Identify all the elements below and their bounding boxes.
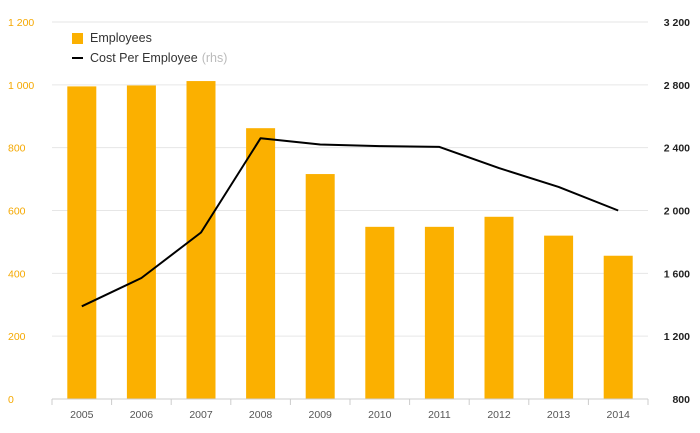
employee-bars	[67, 81, 633, 400]
y-left-tick-label: 1 200	[8, 17, 34, 29]
y-right-tick-label: 800	[672, 394, 690, 406]
y-left-tick-label: 600	[8, 206, 26, 218]
x-tick-label: 2012	[487, 409, 511, 421]
x-tick-label: 2011	[428, 409, 451, 421]
x-tick-label: 2005	[70, 409, 94, 421]
x-tick-label: 2010	[368, 409, 392, 421]
y-right-tick-label: 1 600	[664, 268, 690, 280]
legend-label-employees: Employees	[90, 31, 152, 45]
x-tick-label: 2007	[189, 409, 213, 421]
y-right-tick-label: 2 800	[664, 80, 690, 92]
y-left-tick-label: 400	[8, 268, 26, 280]
legend-label-cost: Cost Per Employee	[90, 51, 198, 65]
bar-employees	[67, 86, 97, 399]
y-left-tick-label: 0	[8, 394, 14, 406]
x-tick-label: 2006	[130, 409, 154, 421]
axes: 0 200 400 600 800 1 000 1 200 800 1 200 1 600 2 00…	[8, 17, 690, 421]
bar-employees	[305, 174, 335, 399]
x-tick-label: 2014	[607, 409, 631, 421]
y-left-tick-label: 1 000	[8, 80, 34, 92]
x-tick-label: 2008	[249, 409, 273, 421]
bar-employees	[246, 128, 276, 399]
legend-item-employees: Employees	[72, 28, 227, 48]
bar-employees	[126, 85, 156, 399]
legend-swatch-employees	[72, 32, 83, 44]
bar-employees	[544, 235, 574, 399]
y-left-tick-label: 200	[8, 331, 26, 343]
bar-employees	[603, 255, 633, 399]
y-right-tick-label: 1 200	[664, 331, 690, 343]
y-right-tick-label: 2 400	[664, 143, 690, 155]
bar-employees	[484, 216, 514, 399]
y-right-tick-label: 2 000	[664, 206, 690, 218]
y-right-tick-label: 3 200	[664, 17, 690, 29]
legend-line-cost	[72, 57, 83, 59]
line-cost-per-employee	[81, 137, 619, 308]
cost-line	[81, 137, 619, 308]
legend-item-cost: Cost Per Employee (rhs)	[72, 48, 227, 68]
bar-employees	[424, 226, 454, 399]
bar-employees	[365, 226, 395, 399]
x-tick-label: 2013	[547, 409, 571, 421]
legend: Employees Cost Per Employee (rhs)	[72, 28, 227, 68]
y-left-tick-label: 800	[8, 143, 26, 155]
x-tick-label: 2009	[309, 409, 333, 421]
legend-note-rhs: (rhs)	[201, 51, 228, 65]
